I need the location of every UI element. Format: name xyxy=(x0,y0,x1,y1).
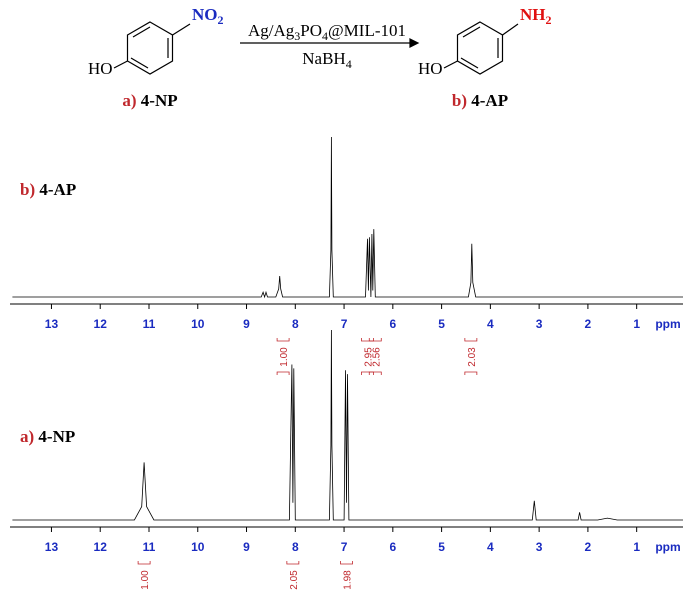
double-bond xyxy=(460,57,479,69)
caption: b) 4-AP xyxy=(452,91,508,110)
reagent-label: Ag/Ag3PO4@MIL-101 xyxy=(248,21,406,43)
bond xyxy=(113,60,128,69)
reagent-subscript: 3 xyxy=(294,29,300,43)
group-label: NH2 xyxy=(520,5,552,27)
x-tick-label: 1 xyxy=(633,317,640,331)
group-text: NO xyxy=(192,5,218,24)
integral-label: 1.00 xyxy=(279,347,290,367)
group-subscript: 2 xyxy=(546,13,552,27)
x-tick-label: 13 xyxy=(45,540,59,554)
benzene-ring xyxy=(126,21,174,75)
arrow-head xyxy=(409,38,420,48)
x-tick-label: 10 xyxy=(191,540,205,554)
group-label: NO2 xyxy=(192,5,224,27)
x-tick-label: 8 xyxy=(292,317,299,331)
bond xyxy=(172,23,191,36)
x-tick-label: 6 xyxy=(389,540,396,554)
x-tick-label: 2 xyxy=(585,540,592,554)
integral-label: 2.05 xyxy=(289,570,300,590)
double-bond xyxy=(462,26,481,38)
bond xyxy=(443,60,458,69)
x-tick-label: 8 xyxy=(292,540,299,554)
integral-bracket xyxy=(368,338,382,375)
integral-label: 2.95 xyxy=(363,347,374,367)
caption-letter: a) xyxy=(122,91,136,110)
spectrum-name: 4-NP xyxy=(38,427,75,446)
spectrum-letter: a) xyxy=(20,427,34,446)
integral-bracket xyxy=(361,338,374,375)
x-tick-label: 3 xyxy=(536,317,543,331)
x-tick-label: 2 xyxy=(585,317,592,331)
bond xyxy=(502,23,519,36)
caption-name: 4-AP xyxy=(471,91,508,110)
x-tick-label: 6 xyxy=(389,317,396,331)
reagent-text: @MIL-101 xyxy=(328,21,406,40)
caption-letter: b) xyxy=(452,91,467,110)
group-subscript: 2 xyxy=(218,13,224,27)
spectrum-letter: b) xyxy=(20,180,35,199)
x-tick-label: 5 xyxy=(438,540,445,554)
x-tick-label: 11 xyxy=(143,317,156,331)
integral-bracket xyxy=(286,561,300,565)
benzene-ring xyxy=(456,21,504,75)
reagent-text: PO xyxy=(300,21,322,40)
x-tick-label: 9 xyxy=(243,540,250,554)
x-tick-label: 10 xyxy=(191,317,205,331)
integral-label: 2.56 xyxy=(371,347,382,367)
reagent-text: Ag/Ag xyxy=(248,21,295,40)
scheme xyxy=(113,21,519,75)
double-bond xyxy=(132,26,151,38)
x-tick-label: 1 xyxy=(633,540,640,554)
x-tick-label: 4 xyxy=(487,317,494,331)
spectrum-label: a) 4-NP xyxy=(20,427,75,446)
group-text: NH xyxy=(520,5,546,24)
hydroxyl-label: HO xyxy=(88,59,113,78)
spectrum-line xyxy=(12,136,683,299)
double-bond xyxy=(130,57,149,69)
x-tick-label: 3 xyxy=(536,540,543,554)
caption: a) 4-NP xyxy=(122,91,177,110)
x-axis-label: ppm xyxy=(655,540,680,554)
x-tick-label: 11 xyxy=(143,540,156,554)
x-tick-label: 12 xyxy=(94,317,108,331)
x-tick-label: 7 xyxy=(341,317,348,331)
x-tick-label: 4 xyxy=(487,540,494,554)
caption-name: 4-NP xyxy=(141,91,178,110)
integral-bracket xyxy=(340,561,353,565)
spectrum-line xyxy=(12,329,683,521)
spectrum-name: 4-AP xyxy=(39,180,76,199)
x-tick-label: 12 xyxy=(94,540,108,554)
spectrum-label: b) 4-AP xyxy=(20,180,76,199)
hydroxyl-label: HO xyxy=(418,59,443,78)
integral-bracket xyxy=(464,338,478,375)
x-tick-label: 7 xyxy=(341,540,348,554)
x-tick-label: 13 xyxy=(45,317,59,331)
integral-label: 2.03 xyxy=(467,347,478,367)
reductant-label: NaBH4 xyxy=(302,49,351,71)
integral-bracket xyxy=(276,338,290,375)
integral-label: 1.00 xyxy=(140,570,151,590)
x-axis-label: ppm xyxy=(655,317,680,331)
reductant-text: NaBH xyxy=(302,49,345,68)
reductant-subscript: 4 xyxy=(346,57,352,71)
x-tick-label: 9 xyxy=(243,317,250,331)
integral-bracket xyxy=(137,561,151,565)
integral-label: 1.98 xyxy=(343,570,354,590)
reagent-subscript: 4 xyxy=(322,29,328,43)
x-tick-label: 5 xyxy=(438,317,445,331)
